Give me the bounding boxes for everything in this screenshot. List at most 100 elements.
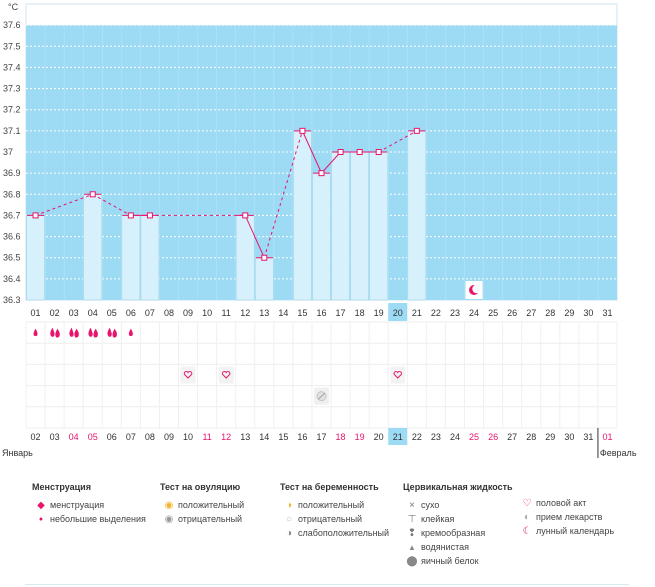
pill-line (318, 392, 325, 400)
y-unit-label: °C (8, 2, 19, 12)
temperature-bar (407, 130, 427, 301)
bottom-current-highlight (388, 428, 408, 445)
x-tick-label: 16 (316, 308, 326, 318)
bottom-date-label: 17 (316, 432, 326, 442)
legend-item: ◉ положительный (160, 498, 245, 512)
legend-menstruation-title: Менструация (32, 482, 91, 492)
bottom-date-label: 29 (545, 432, 555, 442)
legend-label: небольшие выделения (50, 514, 146, 524)
legend-item: ⬤ яичный белок (403, 554, 513, 568)
series-line-segment (378, 130, 418, 153)
bbt-chart: 36.3 36.4 36.5 36.6 36.7 36.8 36.9 37 37.1 37.2 37… (2, 2, 637, 458)
bottom-date-label: 05 (88, 432, 98, 442)
bottom-date-axis: 02 03 04 05 06 07 08 09 10 11 12 13 14 15 16 17 18 19 20 21… (2, 428, 637, 458)
bottom-date-label: 20 (374, 432, 384, 442)
legend-label: положительный (298, 500, 365, 510)
egg-white-icon: ⬤ (406, 555, 418, 567)
x-tick-label: 07 (145, 308, 155, 318)
menstruation-icon (107, 327, 117, 338)
x-tick-label: 19 (374, 308, 384, 318)
bottom-date-label: 15 (278, 432, 288, 442)
x-tick-label: 11 (222, 308, 231, 318)
legend-other: ♡ половой акт ◐ прием лекарств ☾ лунный … (518, 496, 615, 538)
series-line-segment (244, 215, 265, 258)
y-tick-label: 37.3 (3, 84, 21, 94)
bottom-date-label: 04 (69, 432, 79, 442)
y-tick-label: 37.1 (3, 126, 21, 136)
y-axis: 36.3 36.4 36.5 36.6 36.7 36.8 36.9 37 37.1 37.2 37… (3, 2, 21, 305)
x-tick-label: 08 (164, 308, 174, 318)
x-tick-label: 15 (297, 308, 307, 318)
legend-label: клейкая (421, 514, 455, 524)
legend-label: кремообразная (421, 528, 486, 538)
x-tick-label: 03 (69, 308, 79, 318)
heart-icon (183, 371, 193, 379)
x-tick-label: 12 (240, 308, 250, 318)
menstruation-icon (69, 327, 79, 338)
data-point (242, 212, 249, 219)
bottom-date-label: 08 (145, 432, 155, 442)
legend-item: ▲ водянистая (403, 540, 513, 554)
pregnancy-negative-icon: ○ (285, 513, 293, 525)
bottom-date-label: 23 (431, 432, 441, 442)
data-point (127, 212, 134, 219)
data-point (318, 170, 325, 177)
legend-label: менструация (50, 500, 105, 510)
x-tick-label: 26 (507, 308, 517, 318)
data-point (337, 149, 344, 155)
x-tick-label: 17 (336, 308, 346, 318)
marker-cell (180, 366, 196, 384)
y-tick-label: 37.6 (3, 20, 21, 30)
y-tick-label: 37.4 (3, 62, 21, 72)
legend-label: отрицательный (298, 514, 363, 524)
y-tick-label: 36.9 (3, 168, 21, 178)
temperature-bar (140, 215, 160, 301)
temperature-bar (254, 257, 274, 301)
bottom-date-label: 16 (297, 432, 307, 442)
month-label-january: Январь (2, 448, 33, 458)
x-tick-label: 23 (450, 308, 460, 318)
menstruation-icon (88, 327, 98, 338)
legend-item: ◑ слабоположительный (280, 526, 389, 540)
y-tick-label: 36.4 (3, 274, 21, 284)
x-tick-label: 06 (126, 308, 136, 318)
chart-points (27, 127, 426, 261)
data-point (89, 191, 96, 198)
series-line-segment (35, 193, 93, 216)
x-tick-label: 14 (278, 308, 288, 318)
legend-label: слабоположительный (298, 528, 390, 538)
x-tick-label: 02 (50, 308, 60, 318)
pill-icon: ◐ (523, 511, 531, 523)
data-point (32, 212, 39, 219)
x-tick-label: 09 (183, 308, 193, 318)
heart-icon: ♡ (522, 497, 532, 509)
bottom-date-label: 24 (450, 432, 460, 442)
menstruation-icon: ◆ (37, 499, 45, 511)
series-line-segment (92, 193, 132, 216)
menstruation-icon (50, 327, 60, 338)
bottom-date-label: 12 (221, 432, 231, 442)
legend-label: отрицательный (178, 514, 243, 524)
sticky-icon: ⊤ (407, 513, 417, 525)
bottom-date-label: 19 (355, 432, 365, 442)
x-tick-label: 29 (564, 308, 574, 318)
legend-item: ❢ кремообразная (403, 526, 513, 540)
bottom-date-label: 01 (602, 432, 612, 442)
x-tick-label: 31 (602, 308, 612, 318)
y-tick-label: 36.6 (3, 232, 21, 242)
legend-item: ○ отрицательный (280, 512, 389, 526)
legend-menstruation: Менструация ◆ менструация ● небольшие вы… (32, 482, 146, 526)
x-tick-label: 10 (202, 308, 212, 318)
x-tick-label: 20 (393, 308, 403, 318)
moon-shadow (472, 284, 481, 294)
month-label-february: Февраль (600, 448, 637, 458)
x-tick-label: 25 (488, 308, 498, 318)
y-tick-label: 36.5 (3, 253, 21, 263)
data-point (261, 254, 268, 261)
legend-item: ☾ лунный календарь (518, 524, 615, 538)
legend-label: лунный календарь (536, 526, 615, 536)
x-tick-label: 22 (431, 308, 441, 318)
series-line-segment (301, 130, 322, 174)
x-tick-label: 27 (526, 308, 536, 318)
legend-item: ◐ прием лекарств (518, 510, 614, 524)
